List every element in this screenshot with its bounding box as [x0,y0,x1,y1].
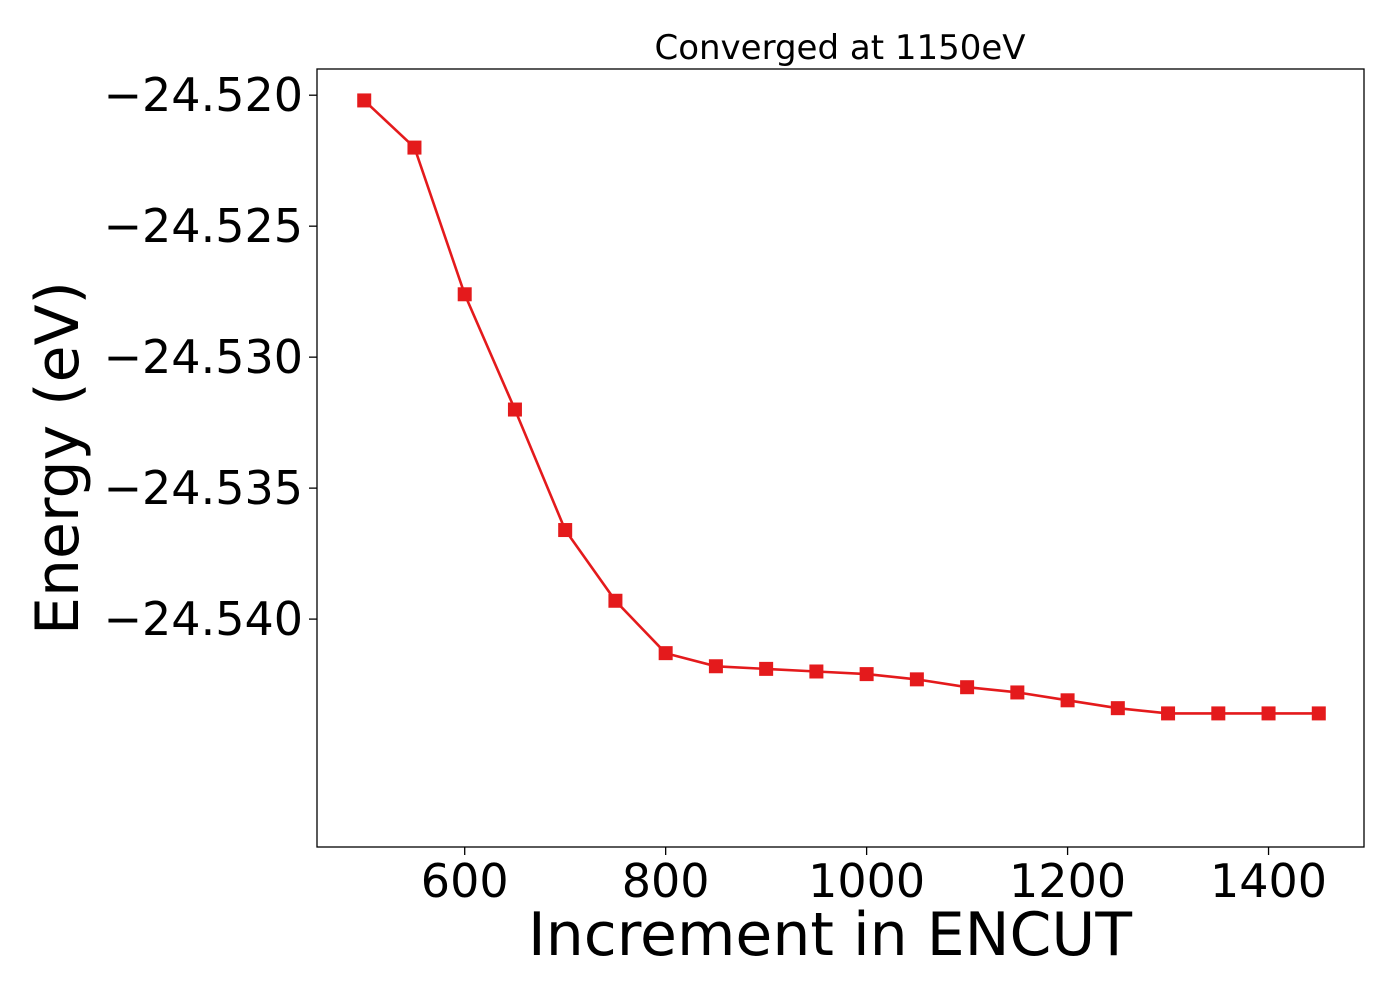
data-point [507,402,522,417]
data-point [357,93,372,108]
y-tick-label: −24.520 [104,68,304,122]
x-axis-label: Increment in ENCUT [528,900,1132,970]
data-point [608,593,623,608]
data-point [1161,706,1176,721]
data-point [1010,685,1025,700]
series-line [363,99,1319,715]
x-tick-label: 800 [622,854,710,908]
x-tick-label: 600 [421,854,509,908]
y-axis-label: Energy (eV) [23,281,93,635]
x-tick-label: 1000 [808,854,925,908]
data-point [759,661,774,676]
data-point [1311,706,1326,721]
y-tick-label: −24.525 [104,199,304,253]
x-tick-label: 1200 [1009,854,1126,908]
data-point [960,680,975,695]
data-point [658,646,673,661]
data-point [457,287,472,302]
data-point [809,664,824,679]
y-tick-label: −24.540 [104,592,304,646]
data-point [708,659,723,674]
plot-area [357,93,1326,721]
y-tick-label: −24.530 [104,330,304,384]
data-point [1060,693,1075,708]
data-point [407,140,422,155]
y-axis: −24.520 −24.525 −24.530 −24.535 −24.540 [104,68,317,646]
data-point [859,667,874,682]
data-point [1211,706,1226,721]
chart-title: Converged at 1150eV [654,28,1025,68]
data-point [909,672,924,687]
data-point [558,523,573,538]
x-axis: 600 800 1000 1200 1400 [421,847,1327,908]
x-tick-label: 1400 [1210,854,1327,908]
data-point [1110,701,1125,716]
data-point [1261,706,1276,721]
y-tick-label: −24.535 [104,461,304,515]
plot-frame [316,68,1365,848]
